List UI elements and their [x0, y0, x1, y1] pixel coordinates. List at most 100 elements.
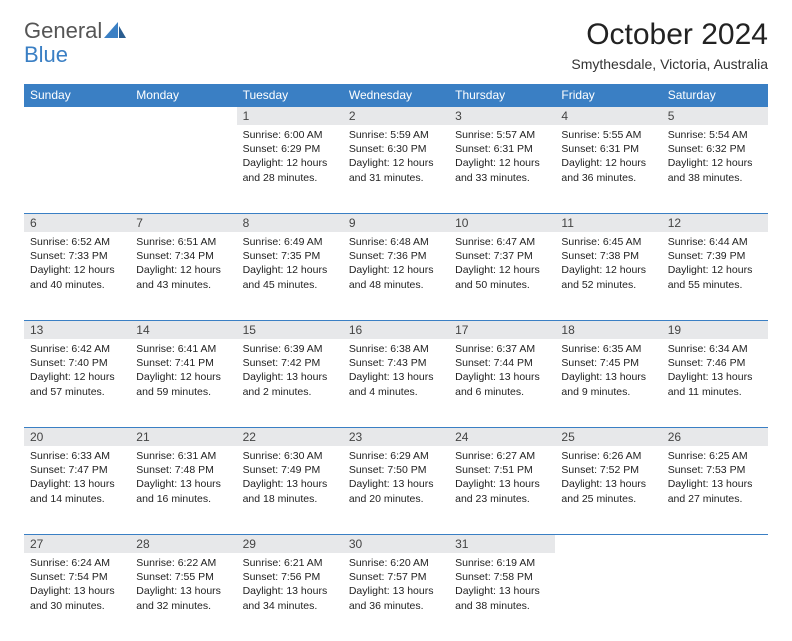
sunset-line: Sunset: 7:52 PM [561, 463, 655, 477]
sunset-line: Sunset: 7:33 PM [30, 249, 124, 263]
sunset-line: Sunset: 7:51 PM [455, 463, 549, 477]
sunrise-line: Sunrise: 6:26 AM [561, 449, 655, 463]
sunset-line: Sunset: 7:46 PM [668, 356, 762, 370]
title-block: October 2024 Smythesdale, Victoria, Aust… [571, 18, 768, 72]
location-subtitle: Smythesdale, Victoria, Australia [571, 56, 768, 72]
sunrise-line: Sunrise: 6:52 AM [30, 235, 124, 249]
sunrise-line: Sunrise: 6:35 AM [561, 342, 655, 356]
sunset-line: Sunset: 7:36 PM [349, 249, 443, 263]
sunset-line: Sunset: 6:32 PM [668, 142, 762, 156]
sunset-line: Sunset: 7:43 PM [349, 356, 443, 370]
daylight-line: Daylight: 13 hours and 6 minutes. [455, 370, 549, 398]
day-content: Sunrise: 6:42 AMSunset: 7:40 PMDaylight:… [24, 339, 130, 405]
day-content: Sunrise: 5:54 AMSunset: 6:32 PMDaylight:… [662, 125, 768, 191]
week-content-row: Sunrise: 6:24 AMSunset: 7:54 PMDaylight:… [24, 553, 768, 641]
calendar-table: SundayMondayTuesdayWednesdayThursdayFrid… [24, 84, 768, 641]
day-number: 13 [24, 320, 130, 339]
sunrise-line: Sunrise: 6:27 AM [455, 449, 549, 463]
daylight-line: Daylight: 13 hours and 30 minutes. [30, 584, 124, 612]
page-title: October 2024 [571, 18, 768, 52]
sunset-line: Sunset: 6:31 PM [455, 142, 549, 156]
sunset-line: Sunset: 7:58 PM [455, 570, 549, 584]
sunrise-line: Sunrise: 6:44 AM [668, 235, 762, 249]
sunset-line: Sunset: 7:40 PM [30, 356, 124, 370]
daylight-line: Daylight: 13 hours and 38 minutes. [455, 584, 549, 612]
day-cell: Sunrise: 6:26 AMSunset: 7:52 PMDaylight:… [555, 446, 661, 534]
day-cell: Sunrise: 6:38 AMSunset: 7:43 PMDaylight:… [343, 339, 449, 427]
week-content-row: Sunrise: 6:00 AMSunset: 6:29 PM Daylight:… [24, 125, 768, 213]
day-number-empty [555, 534, 661, 553]
day-cell: Sunrise: 6:47 AMSunset: 7:37 PMDaylight:… [449, 232, 555, 320]
daylight-line: Daylight: 13 hours and 16 minutes. [136, 477, 230, 505]
day-number: 7 [130, 213, 236, 232]
logo-text-1: General [24, 18, 102, 44]
sunset-line: Sunset: 7:49 PM [243, 463, 337, 477]
sunrise-line: Sunrise: 6:42 AM [30, 342, 124, 356]
sunrise-line: Sunrise: 6:37 AM [455, 342, 549, 356]
sunrise-line: Sunrise: 6:39 AM [243, 342, 337, 356]
day-number: 18 [555, 320, 661, 339]
daylight-line: Daylight: 12 hours and 33 minutes. [455, 156, 549, 184]
sunset-line: Sunset: 7:44 PM [455, 356, 549, 370]
sunrise-line: Sunrise: 6:49 AM [243, 235, 337, 249]
sunset-line: Sunset: 7:37 PM [455, 249, 549, 263]
sunrise-line: Sunrise: 6:19 AM [455, 556, 549, 570]
daylight-line: Daylight: 13 hours and 27 minutes. [668, 477, 762, 505]
day-cell: Sunrise: 6:51 AMSunset: 7:34 PMDaylight:… [130, 232, 236, 320]
day-cell: Sunrise: 6:41 AMSunset: 7:41 PMDaylight:… [130, 339, 236, 427]
week-content-row: Sunrise: 6:42 AMSunset: 7:40 PM Daylight:… [24, 339, 768, 427]
day-number: 2 [343, 106, 449, 125]
sunrise-line: Sunrise: 6:41 AM [136, 342, 230, 356]
daylight-line: Daylight: 13 hours and 36 minutes. [349, 584, 443, 612]
daylight-line: Daylight: 12 hours and 48 minutes. [349, 263, 443, 291]
week-daynum-row: 6789101112 [24, 213, 768, 232]
day-number: 22 [237, 427, 343, 446]
day-cell: Sunrise: 6:24 AMSunset: 7:54 PMDaylight:… [24, 553, 130, 641]
daylight-line: Daylight: 13 hours and 14 minutes. [30, 477, 124, 505]
sunrise-line: Sunrise: 6:29 AM [349, 449, 443, 463]
sunset-line: Sunset: 7:34 PM [136, 249, 230, 263]
day-number: 15 [237, 320, 343, 339]
sunrise-line: Sunrise: 6:45 AM [561, 235, 655, 249]
sunset-line: Sunset: 7:48 PM [136, 463, 230, 477]
week-daynum-row: 2728293031 [24, 534, 768, 553]
day-content: Sunrise: 6:33 AMSunset: 7:47 PMDaylight:… [24, 446, 130, 512]
day-cell: Sunrise: 6:33 AMSunset: 7:47 PMDaylight:… [24, 446, 130, 534]
header: General October 2024 Smythesdale, Victor… [24, 18, 768, 72]
day-cell: Sunrise: 6:31 AMSunset: 7:48 PMDaylight:… [130, 446, 236, 534]
day-number: 21 [130, 427, 236, 446]
sunset-line: Sunset: 7:45 PM [561, 356, 655, 370]
day-number: 25 [555, 427, 661, 446]
day-header-row: SundayMondayTuesdayWednesdayThursdayFrid… [24, 84, 768, 106]
day-cell [662, 553, 768, 641]
day-content: Sunrise: 5:55 AMSunset: 6:31 PMDaylight:… [555, 125, 661, 191]
sunset-line: Sunset: 6:30 PM [349, 142, 443, 156]
daylight-line: Daylight: 12 hours and 52 minutes. [561, 263, 655, 291]
day-cell [24, 125, 130, 213]
sunset-line: Sunset: 6:29 PM [243, 142, 337, 156]
day-cell: Sunrise: 6:34 AMSunset: 7:46 PMDaylight:… [662, 339, 768, 427]
logo-text-2: Blue [24, 42, 68, 68]
day-content: Sunrise: 6:41 AMSunset: 7:41 PMDaylight:… [130, 339, 236, 405]
day-number: 23 [343, 427, 449, 446]
day-cell: Sunrise: 6:44 AMSunset: 7:39 PMDaylight:… [662, 232, 768, 320]
day-content: Sunrise: 6:44 AMSunset: 7:39 PMDaylight:… [662, 232, 768, 298]
day-number: 26 [662, 427, 768, 446]
daylight-line: Daylight: 12 hours and 38 minutes. [668, 156, 762, 184]
day-header: Sunday [24, 84, 130, 106]
sunrise-line: Sunrise: 6:24 AM [30, 556, 124, 570]
day-number-empty [24, 106, 130, 125]
daylight-line: Daylight: 12 hours and 45 minutes. [243, 263, 337, 291]
day-content: Sunrise: 6:34 AMSunset: 7:46 PMDaylight:… [662, 339, 768, 405]
day-number: 8 [237, 213, 343, 232]
daylight-line: Daylight: 12 hours and 55 minutes. [668, 263, 762, 291]
sunrise-line: Sunrise: 6:00 AM [243, 128, 337, 142]
day-content: Sunrise: 6:00 AMSunset: 6:29 PMDaylight:… [237, 125, 343, 191]
day-cell: Sunrise: 6:52 AMSunset: 7:33 PMDaylight:… [24, 232, 130, 320]
sunset-line: Sunset: 7:50 PM [349, 463, 443, 477]
day-content: Sunrise: 6:19 AMSunset: 7:58 PMDaylight:… [449, 553, 555, 619]
sunset-line: Sunset: 7:42 PM [243, 356, 337, 370]
day-number: 17 [449, 320, 555, 339]
sunrise-line: Sunrise: 6:25 AM [668, 449, 762, 463]
sunrise-line: Sunrise: 6:51 AM [136, 235, 230, 249]
